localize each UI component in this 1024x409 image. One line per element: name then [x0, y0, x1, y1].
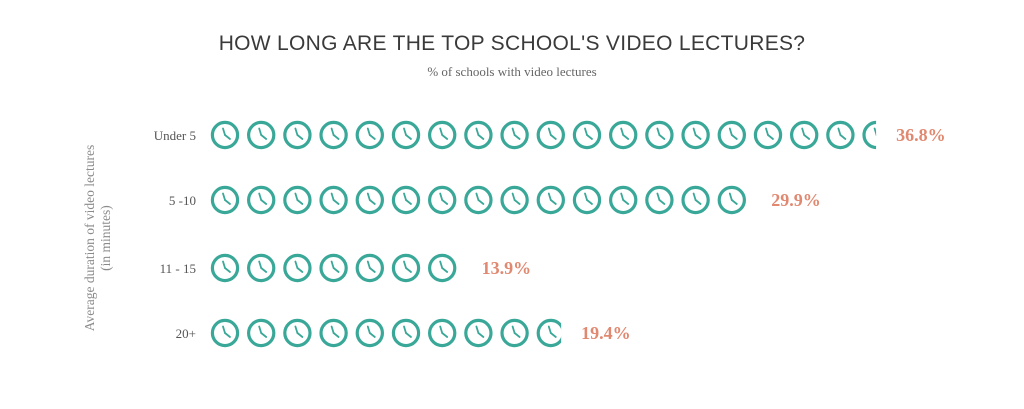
category-label: 5 -10	[169, 193, 196, 208]
clock-icon	[681, 120, 710, 150]
clock-icon	[391, 253, 421, 283]
clock-icon	[500, 185, 529, 215]
clock-icon	[572, 120, 602, 150]
clock-icon	[391, 120, 421, 150]
category-label: Under 5	[154, 128, 196, 143]
clock-icon	[391, 185, 421, 215]
clock-icon	[246, 120, 276, 150]
clock-icon-group	[210, 318, 562, 348]
clock-icon	[500, 318, 529, 348]
clock-icon	[536, 185, 565, 215]
category-label: 11 - 15	[160, 261, 196, 276]
clock-icon	[500, 120, 529, 150]
clock-icon	[790, 120, 819, 150]
chart-row: 5 -10 29.9%	[169, 185, 821, 215]
clock-icon	[391, 318, 421, 348]
chart-row: 20+ 19.4%	[176, 318, 631, 348]
clock-icon	[428, 120, 457, 150]
clock-icon	[319, 318, 348, 348]
clock-icon	[826, 120, 855, 150]
clock-icon	[428, 185, 457, 215]
clock-icon	[572, 185, 602, 215]
clock-icon	[536, 120, 565, 150]
chart-row: 11 - 15 13.9%	[160, 253, 531, 283]
chart-subtitle: % of schools with video lectures	[427, 64, 597, 79]
value-label: 13.9%	[482, 258, 531, 278]
clock-icon-group	[210, 185, 746, 215]
clock-icon	[319, 253, 348, 283]
clock-icon	[246, 185, 276, 215]
clock-icon	[283, 318, 312, 348]
clock-icon	[210, 253, 240, 283]
clock-icon	[210, 318, 240, 348]
clock-icon	[464, 120, 493, 150]
clock-icon	[246, 253, 276, 283]
clock-icon	[536, 318, 562, 348]
clock-icon	[609, 120, 638, 150]
category-label: 20+	[176, 326, 196, 341]
value-label: 19.4%	[581, 323, 631, 343]
clock-icon-group	[210, 253, 457, 283]
clock-icon	[283, 185, 312, 215]
clock-icon	[464, 318, 493, 348]
clock-icon	[355, 253, 384, 283]
clock-icon	[717, 120, 746, 150]
clock-icon	[355, 185, 384, 215]
clock-icon	[609, 185, 638, 215]
clock-icon	[319, 185, 348, 215]
clock-icon	[681, 185, 710, 215]
clock-icon	[210, 185, 240, 215]
value-label: 36.8%	[896, 125, 946, 145]
clock-icon	[464, 185, 493, 215]
value-label: 29.9%	[771, 190, 821, 210]
chart-title: HOW LONG ARE THE TOP SCHOOL'S VIDEO LECT…	[218, 32, 806, 55]
clock-icon	[210, 120, 240, 150]
clock-icon	[862, 120, 877, 150]
clock-icon	[355, 318, 384, 348]
clock-icon-group	[210, 120, 877, 150]
clock-icon	[645, 185, 674, 215]
chart-row: Under 5 36.8%	[154, 120, 946, 150]
clock-icon	[283, 253, 312, 283]
clock-icon	[246, 318, 276, 348]
clock-icon	[319, 120, 348, 150]
clock-icon	[355, 120, 384, 150]
clock-icon	[428, 318, 457, 348]
clock-icon	[283, 120, 312, 150]
clock-icon	[753, 120, 783, 150]
clock-icon	[645, 120, 674, 150]
clock-icon	[717, 185, 746, 215]
clock-icon	[428, 253, 457, 283]
